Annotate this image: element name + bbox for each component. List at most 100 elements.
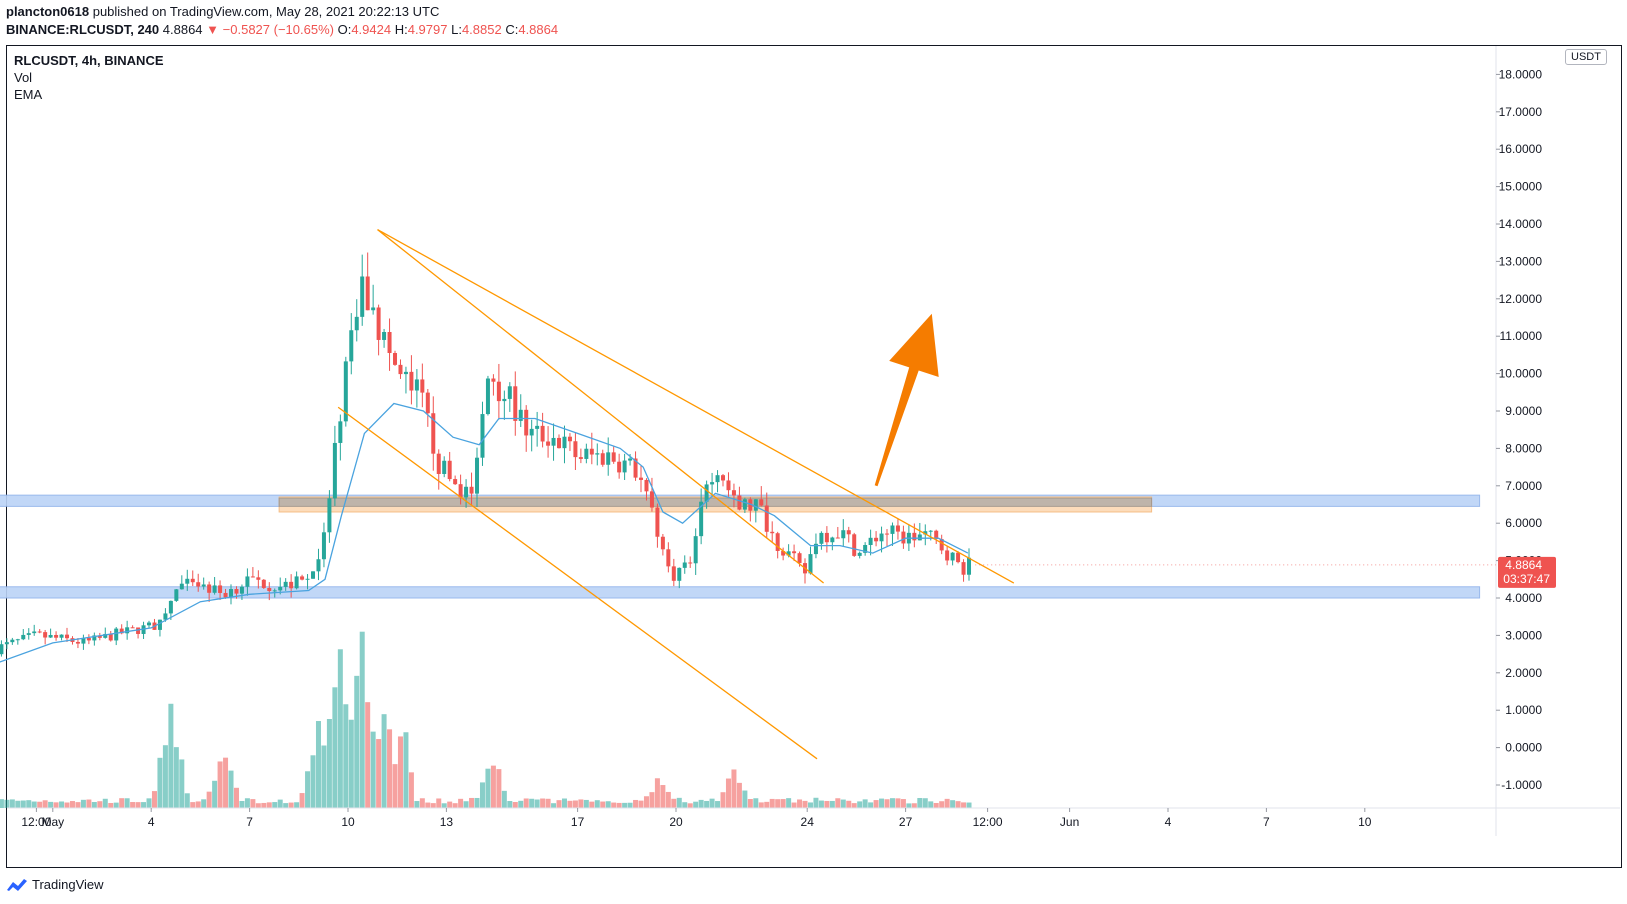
volume-bar xyxy=(900,799,906,808)
symbol-label: BINANCE:RLCUSDT, 240 xyxy=(6,22,160,37)
candle-body xyxy=(125,627,130,634)
candle-body xyxy=(764,505,769,532)
up-arrow-drawing[interactable] xyxy=(874,313,939,487)
volume-bar xyxy=(906,803,912,808)
candle-body xyxy=(622,460,627,473)
y-tick-label: 15.0000 xyxy=(1499,180,1543,194)
y-tick-label: 14.0000 xyxy=(1499,217,1543,231)
volume-bar xyxy=(556,800,562,808)
volume-bar xyxy=(966,802,972,808)
candle-body xyxy=(655,507,660,537)
volume-bar xyxy=(769,798,775,808)
candle-body xyxy=(305,578,310,580)
volume-bar xyxy=(660,785,666,808)
volume-bar xyxy=(600,801,606,808)
candle-body xyxy=(704,484,709,502)
trendline-0[interactable] xyxy=(377,229,1015,584)
volume-bar xyxy=(97,801,103,808)
legend-ema[interactable]: EMA xyxy=(14,87,43,102)
volume-bar xyxy=(950,800,956,808)
candle-body xyxy=(453,479,458,485)
candle-body xyxy=(578,457,583,459)
volume-bar xyxy=(370,731,376,808)
candle-body xyxy=(737,495,742,510)
candle-body xyxy=(518,409,523,421)
candle-body xyxy=(617,461,622,473)
volume-bar xyxy=(496,769,502,808)
volume-bar xyxy=(190,802,196,808)
volume-bar xyxy=(392,764,398,808)
volume-bar xyxy=(239,800,245,808)
volume-bar xyxy=(130,802,136,808)
candle-body xyxy=(409,371,414,391)
trendline-1[interactable] xyxy=(377,229,825,584)
candle-body xyxy=(136,627,141,634)
zone-blue-1[interactable] xyxy=(0,586,1481,599)
candle-body xyxy=(130,627,135,629)
x-tick-label: 4 xyxy=(148,815,155,829)
ema-line[interactable] xyxy=(0,402,969,666)
candle-body xyxy=(753,499,758,511)
candle-body xyxy=(311,571,316,579)
candle-body xyxy=(595,453,600,455)
volume-bar xyxy=(857,801,863,808)
volume-bar xyxy=(337,649,343,808)
volume-bar xyxy=(436,798,442,808)
zone-gray-3[interactable] xyxy=(278,497,1153,507)
volume-bar xyxy=(720,792,726,808)
volume-bar xyxy=(64,802,70,808)
y-tick-label: 11.0000 xyxy=(1500,329,1543,343)
candle-body xyxy=(108,633,113,641)
volume-bar xyxy=(753,798,759,808)
volume-bar xyxy=(922,798,928,808)
volume-bar xyxy=(365,702,371,808)
candle-body xyxy=(885,533,890,535)
volume-bar xyxy=(0,799,4,808)
volume-bar xyxy=(469,797,475,808)
volume-bar xyxy=(709,798,715,808)
candle-body xyxy=(338,421,343,443)
candle-body xyxy=(742,499,747,510)
candle-body xyxy=(21,634,26,640)
legend-vol[interactable]: Vol xyxy=(14,70,33,85)
volume-bar xyxy=(4,799,10,808)
candle-body xyxy=(846,530,851,535)
volume-bar xyxy=(485,768,491,808)
candle-body xyxy=(731,490,736,496)
candle-body xyxy=(480,414,485,458)
x-tick-label: 12:00 xyxy=(973,815,1003,829)
candle-body xyxy=(524,409,529,436)
candle-body xyxy=(431,413,436,454)
y-tick-label: 4.0000 xyxy=(1505,591,1542,605)
candle-body xyxy=(507,386,512,399)
candle-body xyxy=(857,552,862,556)
tradingview-logo-icon xyxy=(7,878,27,891)
volume-bar xyxy=(124,798,130,808)
volume-bar xyxy=(807,802,813,808)
candle-body xyxy=(185,578,190,584)
volume-bar xyxy=(108,802,114,808)
volume-bar xyxy=(37,801,43,808)
volume-bar xyxy=(731,769,737,808)
volume-bar xyxy=(463,801,469,808)
volume-bar xyxy=(102,798,108,808)
volume-bar xyxy=(633,799,639,808)
volume-bar xyxy=(217,761,223,808)
candle-body xyxy=(4,642,9,645)
y-tick-label: 12.0000 xyxy=(1499,292,1543,306)
candle-body xyxy=(425,392,430,414)
candle-body xyxy=(294,576,299,589)
author-name[interactable]: plancton0618 xyxy=(6,4,90,19)
candle-body xyxy=(956,552,961,563)
candle-body xyxy=(945,550,950,561)
volume-bar xyxy=(687,803,693,808)
trendline-2[interactable] xyxy=(337,406,818,760)
candle-body xyxy=(573,441,578,458)
candle-body xyxy=(628,458,633,461)
volume-bar xyxy=(775,799,781,808)
y-tick-label: 10.0000 xyxy=(1499,367,1543,381)
volume-bar xyxy=(430,803,436,808)
candle-body xyxy=(671,566,676,581)
currency-unit[interactable]: USDT xyxy=(1565,49,1607,65)
